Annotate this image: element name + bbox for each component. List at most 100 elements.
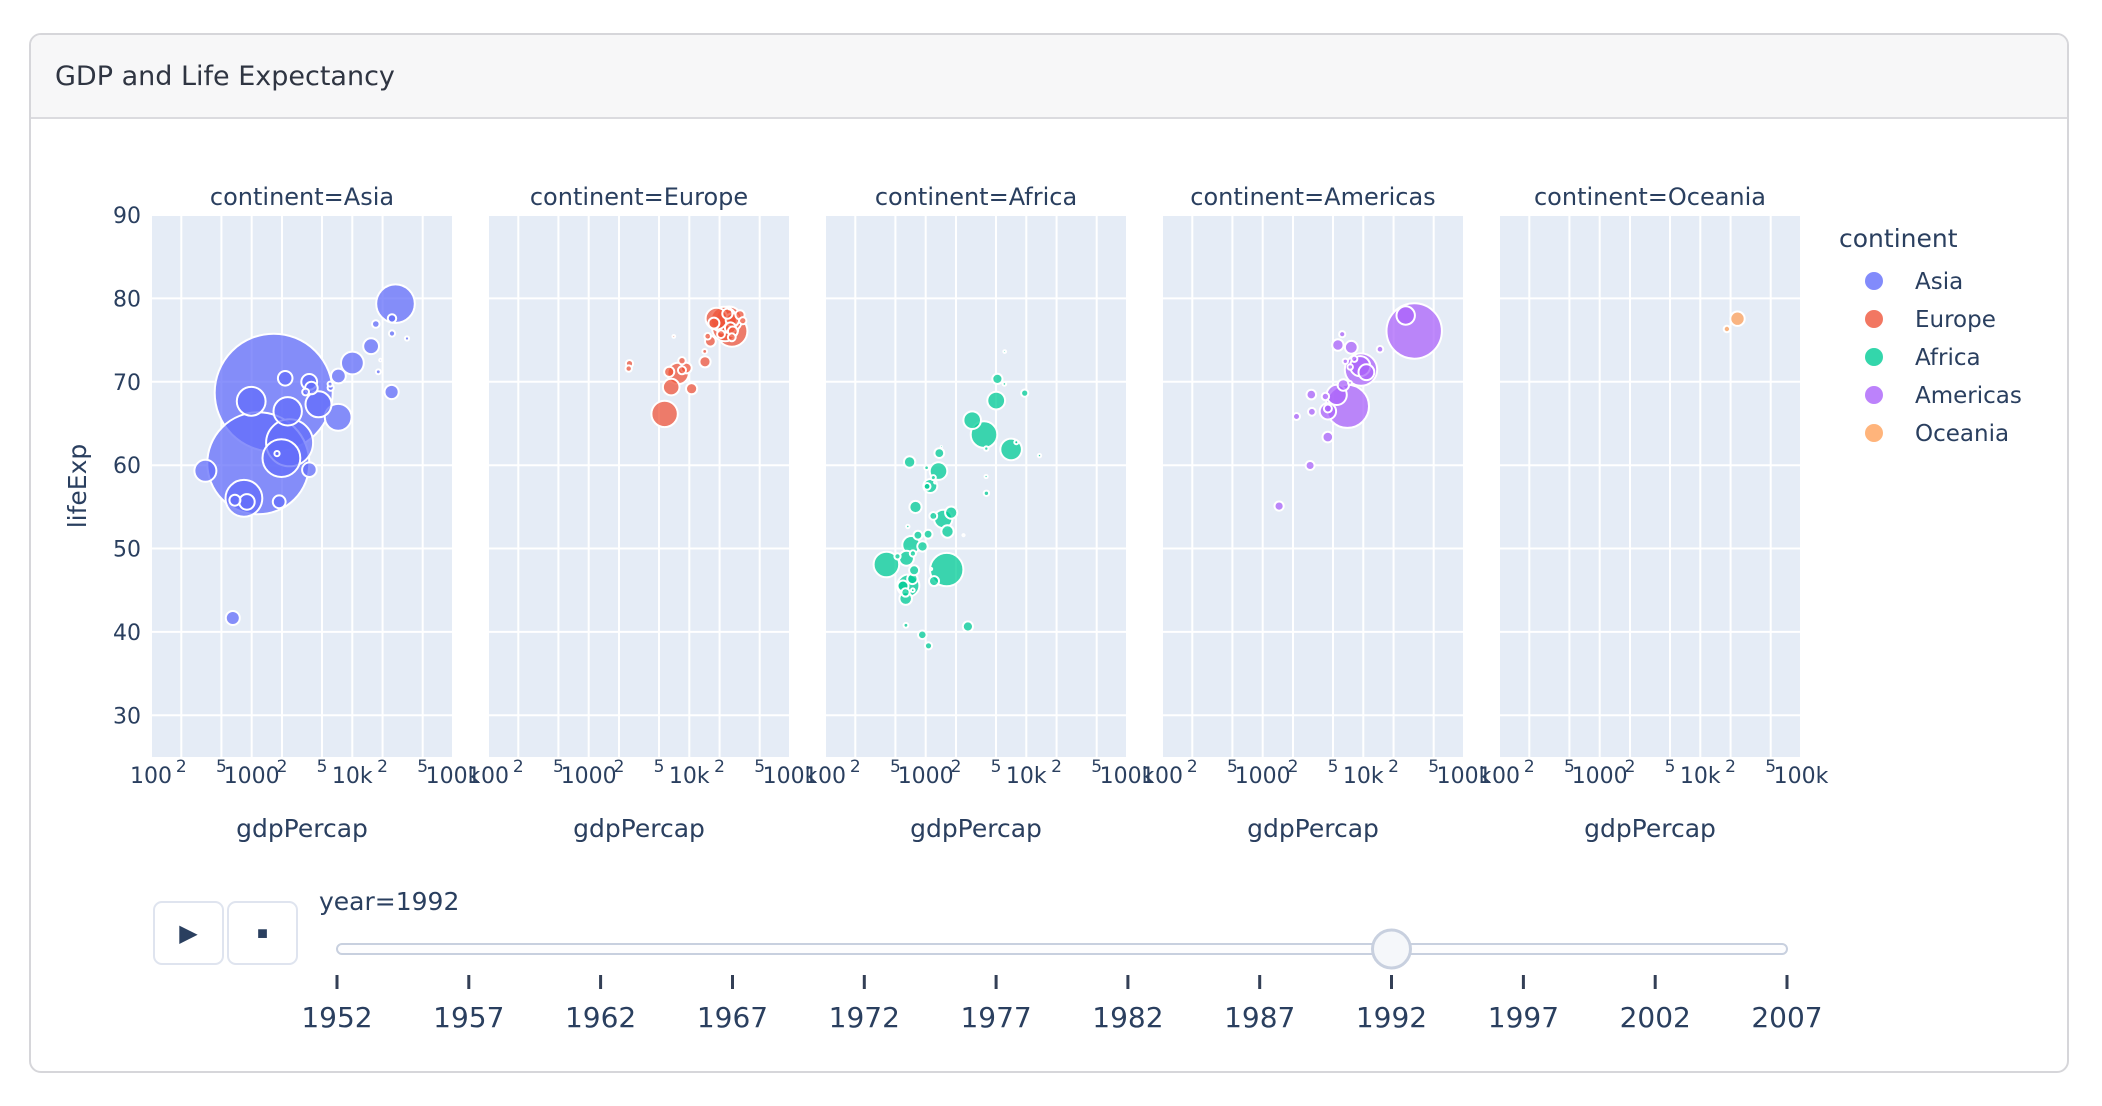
bubble-swaziland[interactable] xyxy=(983,473,989,480)
bubble-botswana[interactable] xyxy=(1013,439,1020,446)
bubble-madagascar[interactable] xyxy=(908,499,923,515)
play-button[interactable]: ▶ xyxy=(153,901,224,965)
bubble-mauritania[interactable] xyxy=(929,474,937,482)
bubble-ethiopia[interactable] xyxy=(872,550,901,579)
bubble-nepal[interactable] xyxy=(238,493,256,511)
bubble-kuwait[interactable] xyxy=(403,335,411,342)
bubble-uruguay[interactable] xyxy=(1350,354,1359,363)
bubble-benin[interactable] xyxy=(928,511,939,521)
slider-handle[interactable] xyxy=(1371,928,1412,970)
bubble-hong-kong-china[interactable] xyxy=(386,313,398,324)
bubble-finland[interactable] xyxy=(716,329,726,340)
bubble-somalia[interactable] xyxy=(917,629,928,641)
bubble-senegal[interactable] xyxy=(933,447,946,460)
bubble-zambia[interactable] xyxy=(928,575,940,588)
bubble-zimbabwe[interactable] xyxy=(902,455,917,469)
bubble-new-zealand[interactable] xyxy=(1722,324,1732,334)
bubble-saudi-arabia[interactable] xyxy=(383,383,400,401)
bubble-guinea[interactable] xyxy=(912,529,924,541)
bubble-paraguay[interactable] xyxy=(1320,391,1331,402)
bubble-sierra-leone[interactable] xyxy=(923,641,934,651)
bubble-croatia[interactable] xyxy=(677,356,687,366)
bubble-iraq[interactable] xyxy=(301,461,318,479)
bubble-sao-tome-and-principe[interactable] xyxy=(939,445,943,449)
bubble-iran[interactable] xyxy=(323,402,353,432)
bubble-taiwan[interactable] xyxy=(362,337,381,356)
bubble-chad[interactable] xyxy=(922,528,934,540)
legend-item-americas[interactable]: Americas xyxy=(1865,383,2022,409)
bubble-canada[interactable] xyxy=(1395,305,1416,326)
bubble-cameroon[interactable] xyxy=(944,505,959,520)
bubble-myanmar[interactable] xyxy=(193,458,218,483)
bubble-gambia[interactable] xyxy=(905,523,911,530)
bubble-burundi[interactable] xyxy=(900,587,911,598)
bubble-hungary[interactable] xyxy=(685,382,699,396)
slider-rail[interactable] xyxy=(336,943,1788,955)
bubble-denmark[interactable] xyxy=(726,332,737,343)
bubble-ireland[interactable] xyxy=(703,331,713,341)
bubble-norway[interactable] xyxy=(738,316,748,326)
bubble-guatemala[interactable] xyxy=(1321,430,1335,444)
bubble-philippines[interactable] xyxy=(272,396,303,427)
bubble-liberia[interactable] xyxy=(902,621,910,629)
bubble-puerto-rico[interactable] xyxy=(1375,344,1385,354)
legend-item-africa[interactable]: Africa xyxy=(1865,345,1981,371)
bubble-afghanistan[interactable] xyxy=(224,610,241,626)
legend-item-asia[interactable]: Asia xyxy=(1865,269,1963,295)
bubble-mongolia[interactable] xyxy=(273,450,281,458)
bubble-panama[interactable] xyxy=(1341,357,1350,366)
bubble-el-salvador[interactable] xyxy=(1322,403,1333,414)
bubble-jordan[interactable] xyxy=(301,387,311,397)
bubble-yemen-rep[interactable] xyxy=(271,494,287,510)
bubble-tunisia[interactable] xyxy=(991,372,1004,385)
bubble-morocco[interactable] xyxy=(962,410,983,431)
bubble-turkey[interactable] xyxy=(650,399,679,429)
bubble-namibia[interactable] xyxy=(983,445,990,452)
bubble-chile[interactable] xyxy=(1343,339,1359,355)
bubble-sri-lanka[interactable] xyxy=(276,369,294,387)
bubble-reunion[interactable] xyxy=(1002,349,1008,355)
bubble-lesotho[interactable] xyxy=(923,464,930,472)
legend-item-europe[interactable]: Europe xyxy=(1865,307,1996,333)
bubble-malaysia[interactable] xyxy=(330,367,347,385)
bubble-guinea-bissau[interactable] xyxy=(910,587,916,594)
bubble-haiti[interactable] xyxy=(1273,500,1285,512)
bubble-korea-rep[interactable] xyxy=(340,350,365,376)
bubble-jamaica[interactable] xyxy=(1346,363,1354,371)
bubble-equatorial-guinea[interactable] xyxy=(929,566,934,572)
bubble-slovak-republic[interactable] xyxy=(677,365,687,376)
bubble-singapore[interactable] xyxy=(387,329,397,338)
bubble-slovenia[interactable] xyxy=(701,348,709,355)
bubble-cote-d-ivoire[interactable] xyxy=(940,524,955,539)
bubble-iceland[interactable] xyxy=(727,306,732,311)
stop-button[interactable]: ■ xyxy=(227,901,298,965)
bubble-djibouti[interactable] xyxy=(961,533,966,538)
bubble-mauritius[interactable] xyxy=(1001,381,1008,387)
bubble-albania[interactable] xyxy=(624,364,633,373)
bubble-togo[interactable] xyxy=(922,482,932,491)
bubble-west-bank-and-gaza[interactable] xyxy=(326,380,334,388)
bubble-libya[interactable] xyxy=(1020,388,1030,398)
bubble-congo-rep[interactable] xyxy=(982,489,991,497)
bubble-thailand[interactable] xyxy=(304,390,333,419)
legend-item-oceania[interactable]: Oceania xyxy=(1865,421,2009,447)
bubble-gabon[interactable] xyxy=(1036,452,1043,459)
bubble-angola[interactable] xyxy=(961,620,975,633)
bubble-costa-rica[interactable] xyxy=(1338,330,1347,339)
bubble-montenegro[interactable] xyxy=(671,334,677,339)
bubble-greece[interactable] xyxy=(707,316,721,330)
bubble-vietnam[interactable] xyxy=(235,385,267,417)
bubble-japan[interactable] xyxy=(375,283,416,324)
bubble-australia[interactable] xyxy=(1729,310,1746,327)
bubble-comoros[interactable] xyxy=(933,480,938,485)
bubble-bahrain[interactable] xyxy=(378,357,383,363)
bubble-burkina-faso[interactable] xyxy=(916,540,929,553)
bubble-bolivia[interactable] xyxy=(1304,460,1316,471)
bubble-dominican-republic[interactable] xyxy=(1305,388,1318,401)
bubble-pakistan[interactable] xyxy=(261,438,302,479)
bubble-venezuela[interactable] xyxy=(1357,363,1376,382)
bubble-bulgaria[interactable] xyxy=(663,365,676,378)
bubble-czech-republic[interactable] xyxy=(698,355,712,369)
bubble-central-african-republic[interactable] xyxy=(908,549,918,558)
bubble-eritrea[interactable] xyxy=(893,552,902,561)
